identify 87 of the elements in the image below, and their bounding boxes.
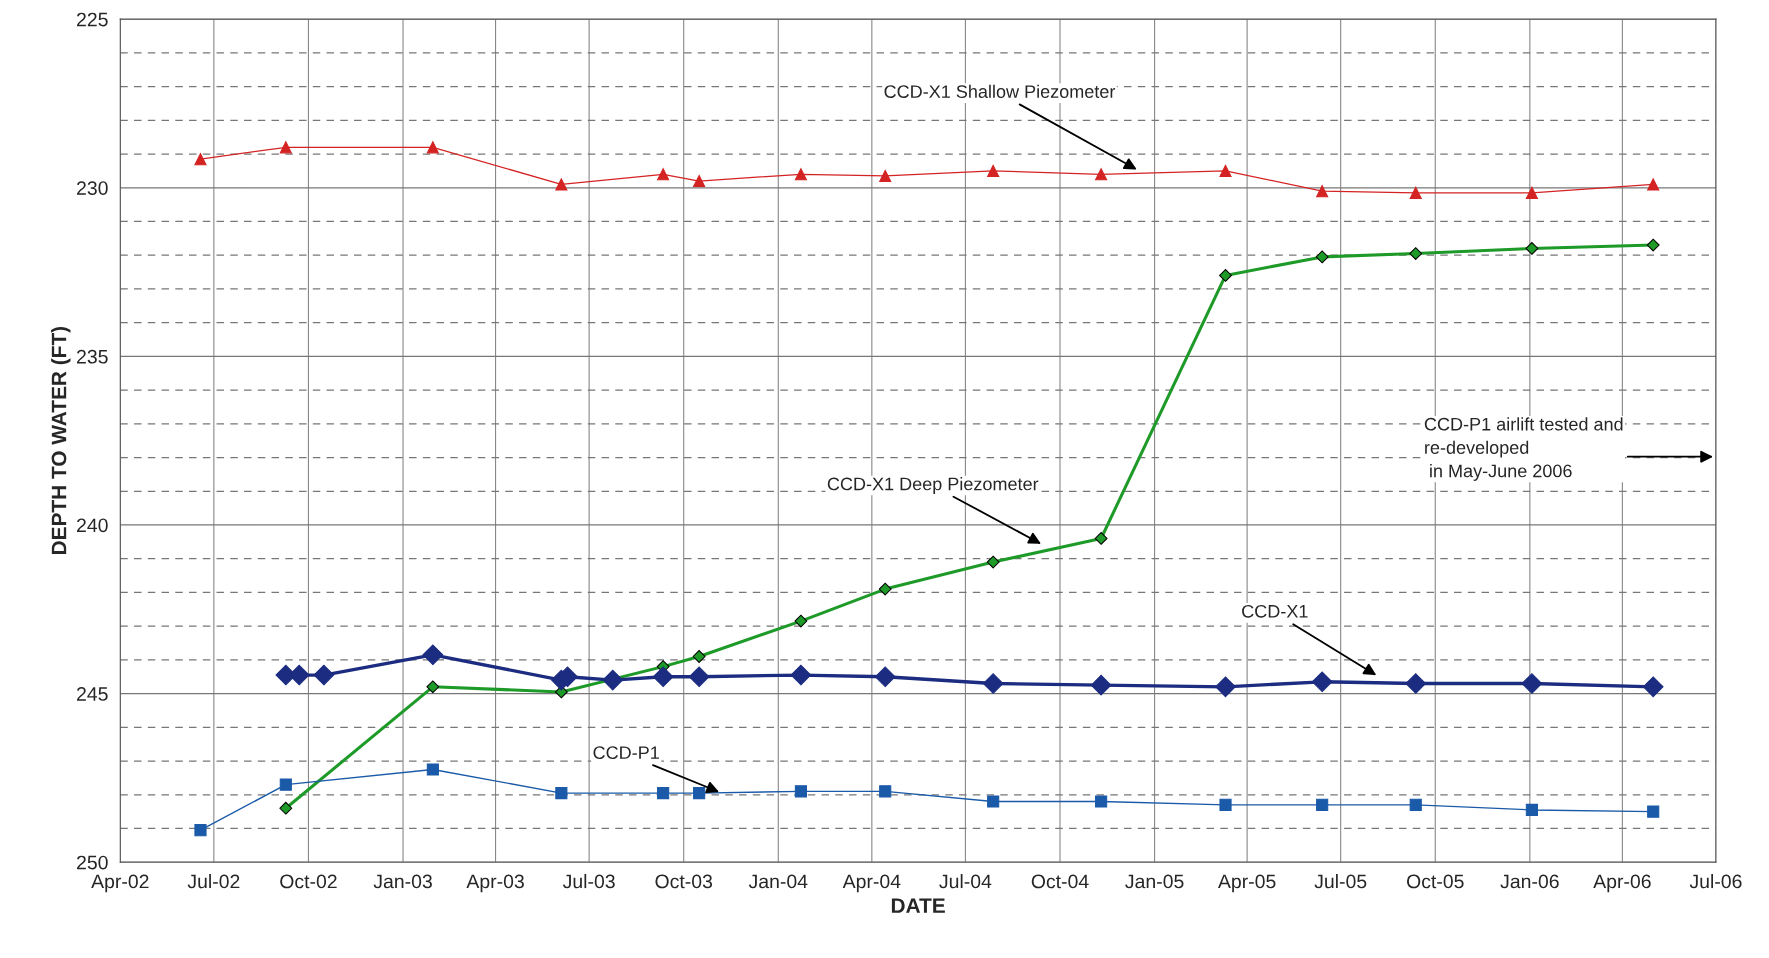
point [279,141,292,154]
point [555,178,568,191]
x-tick-label: Apr-05 [1217,874,1276,893]
point [1642,676,1664,698]
x-tick-label: Apr-04 [842,874,901,893]
point [1215,676,1236,698]
point [693,787,706,800]
point [602,669,624,691]
point [1521,673,1543,694]
point [279,801,293,815]
point [693,174,706,188]
point [879,785,892,798]
point [426,141,439,154]
y-tick-label: 250 [77,855,108,870]
x-tick-label: Apr-02 [91,874,149,893]
point [794,168,807,181]
y-tick-label: 240 [77,518,108,533]
point [1219,269,1232,282]
x-tick-label: Apr-06 [1593,874,1651,893]
point [194,153,207,166]
point [657,787,670,800]
annotation: CCD-X1 Deep Piezometer [827,477,1039,494]
point [874,666,896,688]
point [1090,674,1112,696]
point [982,673,1004,694]
x-tick-label: Jan-06 [1500,874,1559,889]
point [986,555,1000,569]
point [879,169,892,183]
point [1525,186,1538,199]
point [1409,247,1423,260]
annotation: CCD-X1 Shallow Piezometer [884,84,1116,98]
y-axis-title: DEPTH TO WATER (FT) [51,326,71,555]
point [878,582,892,596]
point [790,664,812,686]
point [1095,168,1108,181]
point [313,664,335,686]
point [688,666,710,688]
point [1316,185,1329,198]
x-axis-title: DATE [891,898,945,913]
annotation: CCD-P1 [593,746,659,760]
point [1095,795,1108,808]
annotation: CCD-X1 [1242,604,1308,618]
y-tick-label: 225 [77,12,108,27]
point [794,614,808,628]
y-tick-label: 245 [77,687,108,701]
point [279,778,292,791]
x-tick-label: Apr-03 [466,874,524,893]
point [794,785,807,798]
x-tick-label: Jul-06 [1689,874,1742,889]
y-tick-label: 235 [77,349,108,364]
point [652,666,674,688]
point [657,168,670,181]
point [1525,803,1538,817]
x-tick-label: Oct-03 [655,874,713,889]
x-tick-label: Jan-03 [373,874,432,889]
point [1646,238,1660,252]
point [422,644,444,666]
y-tick-label: 230 [77,181,108,196]
x-tick-label: Jan-05 [1125,874,1184,889]
point [555,787,568,800]
point [1405,673,1427,694]
point [987,164,1000,177]
point [1316,798,1329,811]
point [1311,671,1333,693]
point [692,650,706,663]
point [426,680,440,694]
point [1647,805,1660,818]
point [1525,242,1539,255]
annotation: CCD-P1 airlift tested and re-developed in May-June 2006 [1424,417,1623,481]
point [194,824,207,837]
x-tick-label: Jul-04 [939,874,992,889]
x-tick-label: Jul-02 [187,874,240,889]
point [1315,250,1329,264]
x-tick-label: Jul-05 [1314,874,1367,889]
x-tick-label: Oct-05 [1407,874,1464,889]
point [987,795,1000,808]
x-tick-label: Oct-04 [1031,874,1089,889]
point [1409,798,1422,811]
point [1094,532,1108,545]
x-tick-label: Oct-02 [280,874,337,889]
point [1647,178,1660,191]
point [1409,186,1422,199]
point [1219,164,1232,177]
point [426,763,439,776]
point [1219,798,1232,811]
x-tick-label: Jan-04 [748,874,808,889]
x-tick-label: Jul-03 [562,874,615,889]
